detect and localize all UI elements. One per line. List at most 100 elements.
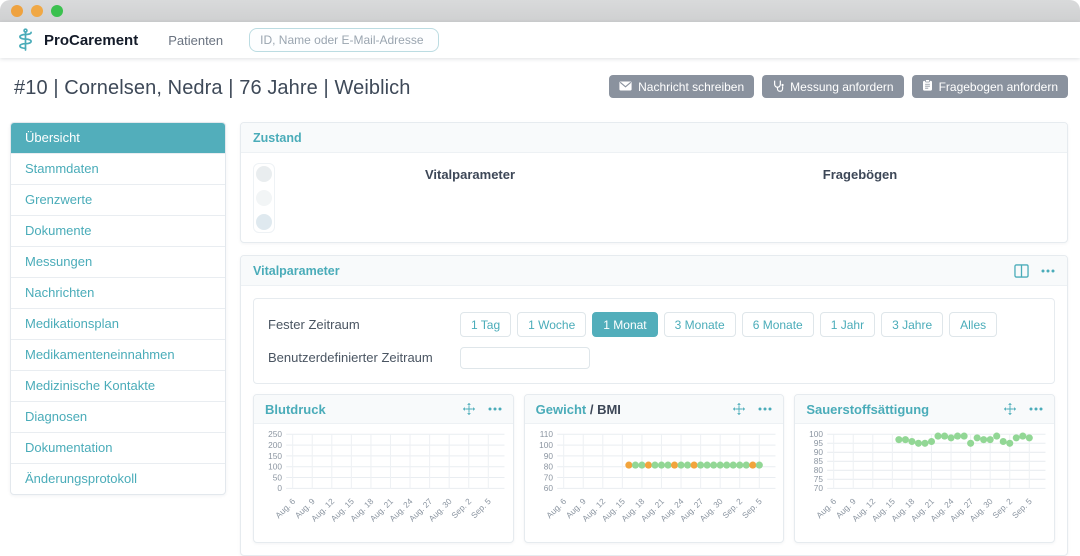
svg-text:80: 80 xyxy=(814,465,824,475)
svg-text:Sep. 2: Sep. 2 xyxy=(449,496,473,520)
chart-title-main: Blutdruck xyxy=(265,401,326,417)
chart-title: Sauerstoffsättigung xyxy=(806,402,929,417)
chart-body: 0 50 100 150 200 250 Aug. 6 Aug. 9 Aug. 12 Aug. 1… xyxy=(254,424,513,542)
chart-card-header: Gewicht / BMI xyxy=(524,395,784,424)
top-navbar: ProCarement Patienten xyxy=(0,22,1080,58)
chart-title-suffix: / BMI xyxy=(586,401,621,417)
range-button-3-monate[interactable]: 3 Monate xyxy=(663,312,736,337)
chart-card-header: Sauerstoffsättigung xyxy=(795,395,1055,424)
svg-text:0: 0 xyxy=(277,483,282,493)
svg-text:75: 75 xyxy=(814,474,824,484)
chart-title: Gewicht / BMI xyxy=(536,402,621,417)
ellipsis-icon[interactable] xyxy=(758,407,772,411)
svg-text:Aug. 6: Aug. 6 xyxy=(815,496,839,520)
ellipsis-icon[interactable] xyxy=(488,407,502,411)
sidebar-item-messungen[interactable]: Messungen xyxy=(11,246,225,277)
ellipsis-icon[interactable] xyxy=(1041,269,1055,273)
svg-text:100: 100 xyxy=(809,429,823,439)
zeitraum-filter-box: Fester Zeitraum 1 Tag 1 Woche 1 Monat 3 Mon… xyxy=(253,298,1055,384)
macos-titlebar xyxy=(0,0,1080,22)
zustand-columns: Vitalparameter Fragebögen xyxy=(275,163,1055,233)
fixed-range-label: Fester Zeitraum xyxy=(268,317,360,332)
vitalparameter-card-header: Vitalparameter xyxy=(241,256,1067,286)
svg-text:Sep. 2: Sep. 2 xyxy=(991,496,1015,520)
chart-title: Blutdruck xyxy=(265,402,326,417)
zustand-body: Vitalparameter Fragebögen xyxy=(241,153,1067,243)
window-control-minimize[interactable] xyxy=(31,5,43,17)
sidebar-item-medikationsplan[interactable]: Medikationsplan xyxy=(11,308,225,339)
svg-text:150: 150 xyxy=(268,451,282,461)
ellipsis-icon[interactable] xyxy=(1029,407,1043,411)
svg-text:Sep. 5: Sep. 5 xyxy=(739,496,763,520)
range-button-6-monate[interactable]: 6 Monate xyxy=(741,312,814,337)
chart-title-main: Sauerstoffsättigung xyxy=(806,401,930,417)
patient-action-buttons: Nachricht schreiben Messung anfordern Frag… xyxy=(609,75,1068,98)
range-button-3-jahre[interactable]: 3 Jahre xyxy=(881,312,944,337)
range-button-1-woche[interactable]: 1 Woche xyxy=(517,312,587,337)
envelope-icon xyxy=(619,80,632,94)
sidebar-item-nachrichten[interactable]: Nachrichten xyxy=(11,277,225,308)
sidebar: Übersicht Stammdaten Grenzwerte Dokumente Me… xyxy=(10,122,226,495)
svg-text:70: 70 xyxy=(543,472,553,482)
range-button-alles[interactable]: Alles xyxy=(949,312,998,337)
stethoscope-icon xyxy=(772,79,784,95)
sidebar-item-medikamenteneinnahmen[interactable]: Medikamenteneinnahmen xyxy=(11,339,225,370)
svg-text:Sep. 5: Sep. 5 xyxy=(469,496,493,520)
sidebar-item--bersicht[interactable]: Übersicht xyxy=(11,123,225,153)
action-button-label: Fragebogen anfordern xyxy=(938,79,1058,94)
sidebar-item-medizinische-kontakte[interactable]: Medizinische Kontakte xyxy=(11,370,225,401)
sidebar-item--nderungsprotokoll[interactable]: Änderungsprotokoll xyxy=(11,463,225,494)
svg-text:90: 90 xyxy=(814,447,824,457)
svg-text:Sep. 2: Sep. 2 xyxy=(720,496,744,520)
columns-icon[interactable] xyxy=(1014,263,1029,278)
sidebar-item-dokumente[interactable]: Dokumente xyxy=(11,215,225,246)
svg-text:50: 50 xyxy=(273,472,283,482)
svg-text:Aug. 6: Aug. 6 xyxy=(544,496,568,520)
range-button-1-jahr[interactable]: 1 Jahr xyxy=(819,312,876,337)
move-icon[interactable] xyxy=(732,402,746,416)
action-button-3[interactable]: Fragebogen anfordern xyxy=(911,75,1068,98)
charts-row: Blutdruck 0 50 100 150 200 250 Aug. 6 Aug. 9 Aug.… xyxy=(253,394,1056,543)
zustand-card: Zustand Vitalparameter Fragebögen xyxy=(240,122,1068,243)
move-icon[interactable] xyxy=(462,402,476,416)
zustand-column-header: Fragebögen xyxy=(822,167,898,182)
action-button-1[interactable]: Nachricht schreiben xyxy=(609,75,755,98)
window-controls[interactable] xyxy=(11,5,63,17)
range-button-1-monat[interactable]: 1 Monat xyxy=(592,312,658,337)
sidebar-item-stammdaten[interactable]: Stammdaten xyxy=(11,153,225,184)
move-icon[interactable] xyxy=(1003,402,1017,416)
chart-title-main: Gewicht xyxy=(535,401,587,417)
patient-title: #10 | Cornelsen, Nedra | 76 Jahre | Weib… xyxy=(14,77,411,99)
chart-card-blutdruck: Blutdruck 0 50 100 150 200 250 Aug. 6 Aug. 9 Aug.… xyxy=(253,394,514,543)
custom-range-label: Benutzerdefinierter Zeitraum xyxy=(268,350,433,365)
search-input[interactable] xyxy=(249,28,440,52)
window-control-zoom[interactable] xyxy=(51,5,63,17)
custom-range-input[interactable] xyxy=(460,346,590,369)
action-button-label: Nachricht schreiben xyxy=(638,79,745,94)
chart-header-icons xyxy=(462,402,502,416)
svg-text:70: 70 xyxy=(814,483,824,493)
svg-text:80: 80 xyxy=(543,462,553,472)
range-button-1-tag[interactable]: 1 Tag xyxy=(460,312,512,337)
traffic-light-dot-1 xyxy=(256,166,272,182)
zustand-column-header: Vitalparameter xyxy=(424,167,516,182)
sidebar-item-grenzwerte[interactable]: Grenzwerte xyxy=(11,184,225,215)
svg-text:60: 60 xyxy=(543,483,553,493)
nav-item-patienten[interactable]: Patienten xyxy=(168,32,224,48)
status-traffic-light xyxy=(253,163,275,233)
sidebar-item-diagnosen[interactable]: Diagnosen xyxy=(11,401,225,432)
traffic-light-dot-3 xyxy=(256,214,272,230)
caduceus-icon xyxy=(14,28,37,52)
action-button-label: Messung anfordern xyxy=(790,79,894,94)
chart-header-icons xyxy=(732,402,772,416)
svg-text:85: 85 xyxy=(814,456,824,466)
action-button-2[interactable]: Messung anfordern xyxy=(762,75,904,98)
sidebar-item-dokumentation[interactable]: Dokumentation xyxy=(11,432,225,463)
vitalparameter-card: Vitalparameter Fester Zeitraum 1 Tag 1 Wo… xyxy=(240,255,1068,556)
window-control-close[interactable] xyxy=(11,5,23,17)
